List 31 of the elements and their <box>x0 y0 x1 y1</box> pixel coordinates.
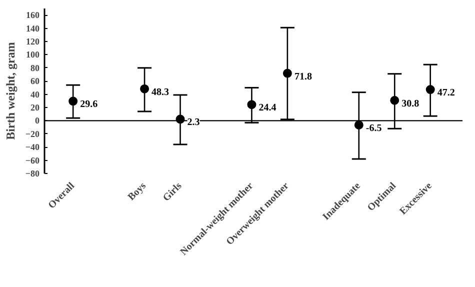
y-axis-title: Birth weight, gram <box>3 42 18 140</box>
y-tick-label: 120 <box>26 36 40 46</box>
point <box>426 85 435 94</box>
x-tick-label: Girls <box>161 180 184 204</box>
point <box>140 84 150 94</box>
y-tick-label: 160 <box>26 10 40 20</box>
data-label: 71.8 <box>294 71 312 82</box>
y-tick-label: −40 <box>25 142 40 152</box>
y-tick-label: 80 <box>30 62 40 73</box>
data-label: 2.3 <box>187 117 200 128</box>
point <box>247 100 256 110</box>
y-tick-label: 40 <box>30 89 40 100</box>
data-label: 47.2 <box>437 88 455 99</box>
y-tick-label: 100 <box>26 50 40 60</box>
x-tick-label: Boys <box>126 180 148 203</box>
point <box>390 96 400 105</box>
point <box>68 96 78 106</box>
y-tick-label: −60 <box>25 155 40 166</box>
data-label: 30.8 <box>402 98 420 110</box>
y-tick-label: 140 <box>26 23 40 34</box>
data-label: 48.3 <box>152 86 170 98</box>
point <box>354 120 364 130</box>
y-tick-label: 0 <box>35 116 40 126</box>
point <box>282 68 292 78</box>
y-tick-label: −80 <box>25 168 40 178</box>
data-label: -6.5 <box>366 122 382 134</box>
y-tick-label: −20 <box>25 128 40 139</box>
data-label: 29.6 <box>80 99 98 110</box>
y-tick-label: 60 <box>30 76 40 86</box>
data-label: 24.4 <box>258 102 276 114</box>
y-tick-label: 20 <box>30 102 40 112</box>
